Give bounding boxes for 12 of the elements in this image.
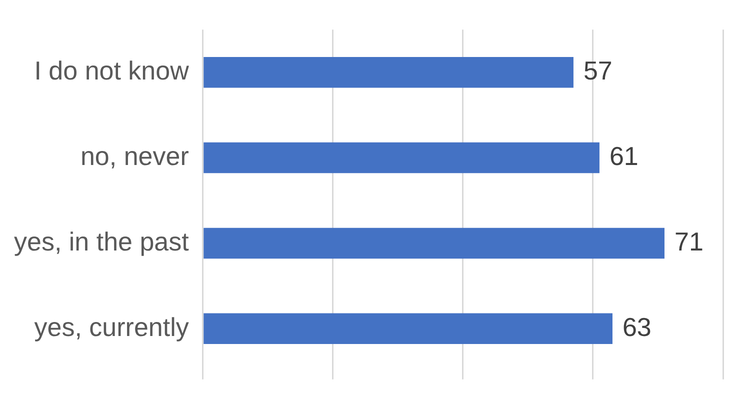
y-tick-label: yes, in the past [14,226,190,256]
data-label: 63 [622,312,652,342]
data-label: 57 [583,55,612,86]
bar [204,228,664,259]
y-tick-label: I do not know [34,55,190,86]
y-tick-label: yes, currently [34,312,189,342]
bar [204,142,600,174]
data-label: 61 [609,140,638,171]
data-label: 71 [674,226,704,256]
bar [204,313,612,344]
bar [204,56,574,88]
y-tick-label: no, never [80,140,190,171]
